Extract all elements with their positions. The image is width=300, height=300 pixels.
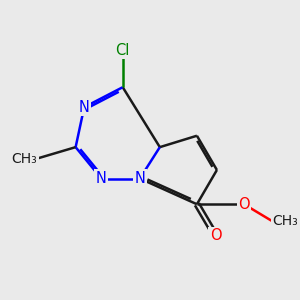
Text: N: N [79, 100, 90, 115]
Text: Cl: Cl [116, 43, 130, 58]
Text: CH₃: CH₃ [11, 152, 37, 166]
Text: O: O [238, 197, 250, 212]
Text: O: O [210, 228, 221, 243]
Text: CH₃: CH₃ [273, 214, 298, 228]
Text: N: N [96, 171, 107, 186]
Text: N: N [134, 171, 145, 186]
